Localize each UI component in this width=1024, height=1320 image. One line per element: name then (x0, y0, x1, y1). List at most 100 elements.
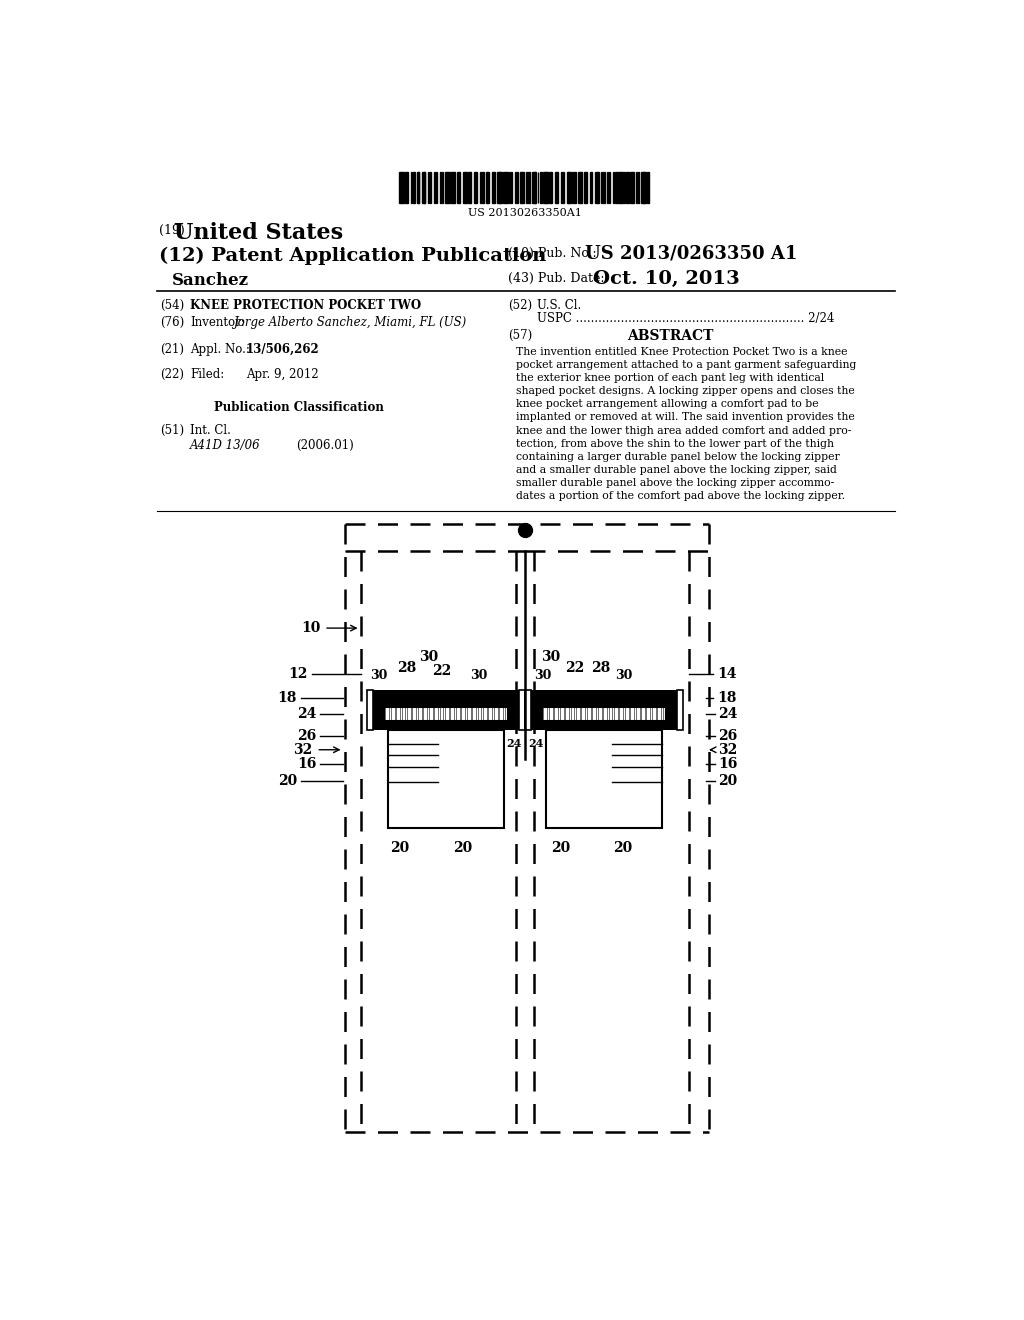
Bar (391, 706, 394, 721)
Bar (534, 172, 537, 203)
Bar (505, 172, 508, 203)
Bar (618, 172, 621, 203)
Bar (621, 172, 623, 203)
Bar (568, 172, 571, 203)
Bar (399, 172, 400, 203)
Bar (407, 172, 408, 203)
Bar (555, 172, 557, 203)
Text: 16: 16 (719, 756, 738, 771)
Bar (428, 172, 429, 203)
Bar (384, 706, 508, 721)
Bar (524, 689, 531, 730)
Bar (647, 172, 649, 203)
Bar (451, 706, 455, 721)
Text: (52): (52) (508, 298, 531, 312)
Bar (546, 730, 662, 829)
Bar (492, 172, 494, 203)
Text: 16: 16 (297, 756, 316, 771)
Text: containing a larger durable panel below the locking zipper: containing a larger durable panel below … (515, 451, 840, 462)
Bar (439, 172, 440, 203)
Bar (652, 706, 655, 721)
Bar (625, 172, 626, 203)
Text: The invention entitled Knee Protection Pocket Two is a knee: The invention entitled Knee Protection P… (515, 347, 847, 356)
Text: 14: 14 (717, 668, 736, 681)
Bar (565, 706, 569, 721)
Text: 20: 20 (719, 774, 738, 788)
Bar (430, 172, 431, 203)
Bar (578, 172, 580, 203)
Text: pocket arrangement attached to a pant garment safeguarding: pocket arrangement attached to a pant ga… (515, 360, 856, 370)
Text: (22): (22) (161, 368, 184, 381)
Text: 22: 22 (432, 664, 452, 678)
Bar (407, 706, 411, 721)
Bar (603, 172, 604, 203)
Bar (385, 706, 389, 721)
Bar (663, 706, 667, 721)
Bar (417, 172, 419, 203)
Text: 30: 30 (615, 669, 633, 682)
Text: 20: 20 (454, 841, 472, 854)
Bar (598, 706, 601, 721)
Bar (518, 689, 525, 730)
Text: Sanchez: Sanchez (171, 272, 249, 289)
Bar (500, 706, 503, 721)
Text: (54): (54) (161, 298, 184, 312)
Bar (544, 706, 547, 721)
Bar (584, 172, 586, 203)
Text: implanted or removed at will. The said invention provides the: implanted or removed at will. The said i… (515, 412, 854, 422)
Bar (447, 172, 450, 203)
Bar (630, 172, 632, 203)
Bar (465, 172, 467, 203)
Bar (630, 706, 634, 721)
Bar (445, 172, 447, 203)
Bar (468, 172, 470, 203)
Text: 32: 32 (293, 743, 312, 756)
Bar (500, 172, 502, 203)
Bar (614, 706, 617, 721)
Bar (554, 706, 558, 721)
Text: (12) Patent Application Publication: (12) Patent Application Publication (159, 247, 547, 265)
Bar (549, 172, 551, 203)
Bar (542, 689, 666, 706)
Bar (570, 706, 574, 721)
Bar (620, 706, 624, 721)
Text: tection, from above the shin to the lower part of the thigh: tection, from above the shin to the lowe… (515, 438, 834, 449)
Bar (516, 172, 518, 203)
Bar (384, 689, 508, 706)
Bar (436, 172, 437, 203)
Bar (540, 172, 542, 203)
Bar (592, 706, 596, 721)
Bar (574, 172, 577, 203)
Text: (21): (21) (161, 343, 184, 356)
Text: 30: 30 (542, 651, 561, 664)
Text: 10: 10 (301, 622, 321, 635)
Bar (508, 689, 518, 730)
Bar (467, 706, 471, 721)
Bar (494, 706, 498, 721)
Bar (549, 706, 553, 721)
Bar (608, 706, 612, 721)
Bar (575, 706, 580, 721)
Text: knee and the lower thigh area added comfort and added pro-: knee and the lower thigh area added comf… (515, 425, 851, 436)
Bar (542, 706, 666, 721)
Bar (614, 172, 617, 203)
Bar (373, 689, 384, 730)
Text: United States: United States (174, 222, 344, 244)
Bar (657, 706, 662, 721)
Text: 20: 20 (389, 841, 409, 854)
Bar (485, 172, 487, 203)
Text: (76): (76) (161, 317, 184, 329)
Text: (57): (57) (508, 330, 532, 342)
Text: (10) Pub. No.:: (10) Pub. No.: (508, 247, 596, 260)
Text: Filed:: Filed: (190, 368, 224, 381)
Text: US 2013/0263350 A1: US 2013/0263350 A1 (586, 244, 798, 263)
Text: Int. Cl.: Int. Cl. (190, 424, 230, 437)
Text: (19): (19) (159, 224, 184, 236)
Bar (560, 706, 563, 721)
Bar (487, 172, 489, 203)
Text: 12: 12 (289, 668, 308, 681)
Bar (413, 706, 417, 721)
Text: US 20130263350A1: US 20130263350A1 (468, 209, 582, 218)
Text: 20: 20 (278, 774, 297, 788)
Bar (423, 706, 427, 721)
